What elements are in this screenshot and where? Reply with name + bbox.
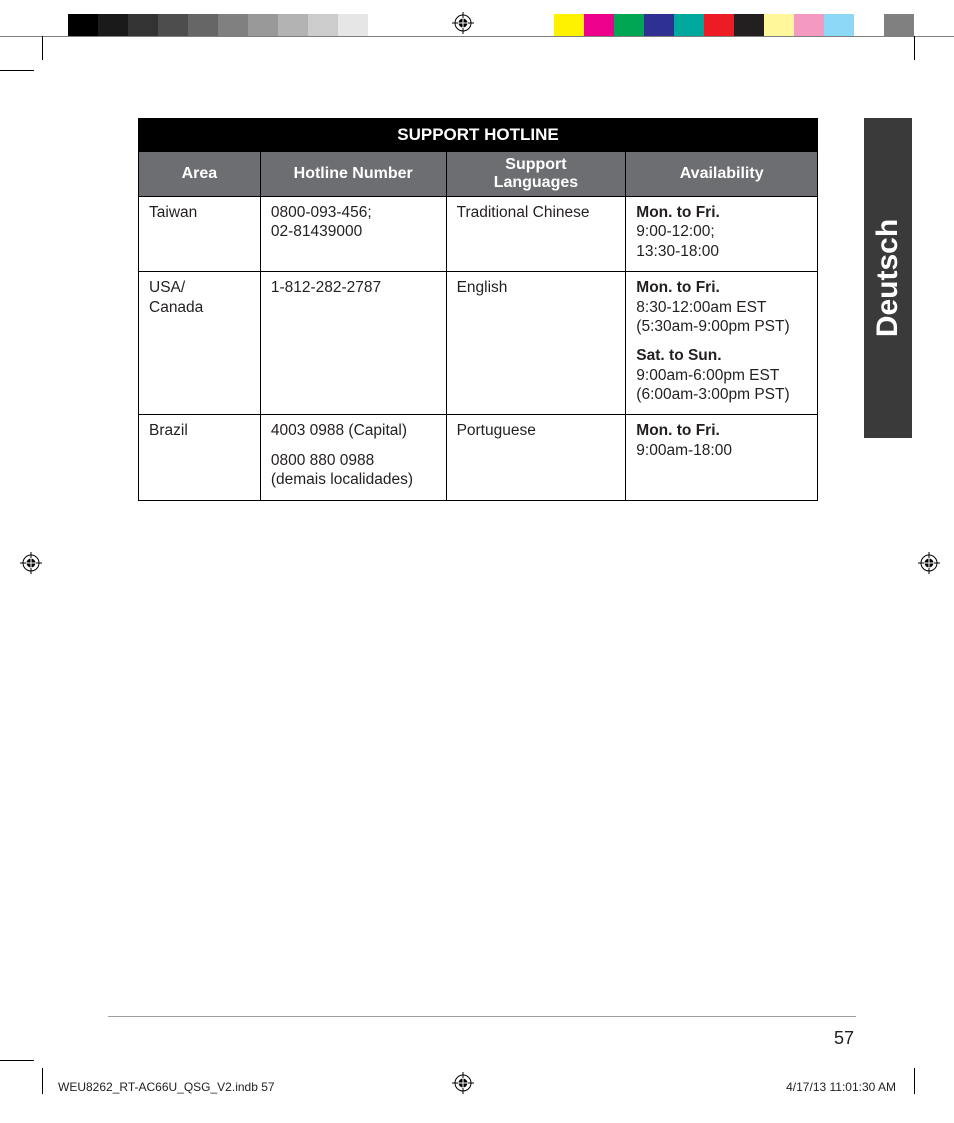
colorbar-rule: [0, 36, 954, 37]
slug-datetime: 4/17/13 11:01:30 AM: [786, 1080, 896, 1094]
crop-mark: [0, 70, 34, 71]
crop-mark: [42, 36, 43, 60]
cell-area: Brazil: [139, 415, 261, 500]
cell-languages: Portuguese: [446, 415, 626, 500]
crop-mark: [914, 36, 915, 60]
table-row: Taiwan0800-093-456;02-81439000Traditiona…: [139, 197, 818, 272]
registration-mark-icon: [20, 552, 42, 574]
slug-filename: WEU8262_RT-AC66U_QSG_V2.indb 57: [58, 1080, 275, 1094]
table-body: Taiwan0800-093-456;02-81439000Traditiona…: [139, 197, 818, 501]
page-content: SUPPORT HOTLINE Area Hotline Number Supp…: [138, 118, 818, 501]
cell-availability: Mon. to Fri.9:00-12:00;13:30-18:00: [626, 197, 818, 272]
registration-mark-icon: [452, 12, 474, 34]
cell-area: USA/Canada: [139, 272, 261, 415]
col-header-availability: Availability: [626, 152, 818, 197]
page-number: 57: [834, 1028, 854, 1049]
cell-languages: Traditional Chinese: [446, 197, 626, 272]
footer-rule: [108, 1016, 856, 1017]
table-header-row: Area Hotline Number SupportLanguages Ava…: [139, 152, 818, 197]
cell-languages: English: [446, 272, 626, 415]
col-header-area: Area: [139, 152, 261, 197]
support-hotline-table: SUPPORT HOTLINE Area Hotline Number Supp…: [138, 118, 818, 501]
color-ramp: [554, 14, 854, 36]
gray-ramp: [68, 14, 398, 36]
cell-hotline: 1-812-282-2787: [260, 272, 446, 415]
cell-hotline: 4003 0988 (Capital)0800 880 0988(demais …: [260, 415, 446, 500]
cell-availability: Mon. to Fri.9:00am-18:00: [626, 415, 818, 500]
registration-mark-icon: [918, 552, 940, 574]
col-header-languages: SupportLanguages: [446, 152, 626, 197]
cell-area: Taiwan: [139, 197, 261, 272]
col-header-hotline: Hotline Number: [260, 152, 446, 197]
cell-hotline: 0800-093-456;02-81439000: [260, 197, 446, 272]
language-tab: Deutsch: [864, 118, 912, 438]
cell-availability: Mon. to Fri.8:30-12:00am EST(5:30am-9:00…: [626, 272, 818, 415]
printer-color-bar: [0, 0, 954, 36]
registration-mark-icon: [452, 1072, 474, 1094]
crop-mark: [914, 1068, 915, 1094]
table-row: USA/Canada1-812-282-2787EnglishMon. to F…: [139, 272, 818, 415]
crop-mark: [0, 1060, 34, 1061]
table-row: Brazil4003 0988 (Capital)0800 880 0988(d…: [139, 415, 818, 500]
tail-gray-block: [884, 14, 914, 36]
table-title: SUPPORT HOTLINE: [139, 119, 818, 152]
language-tab-label: Deutsch: [871, 219, 905, 337]
crop-mark: [42, 1068, 43, 1094]
